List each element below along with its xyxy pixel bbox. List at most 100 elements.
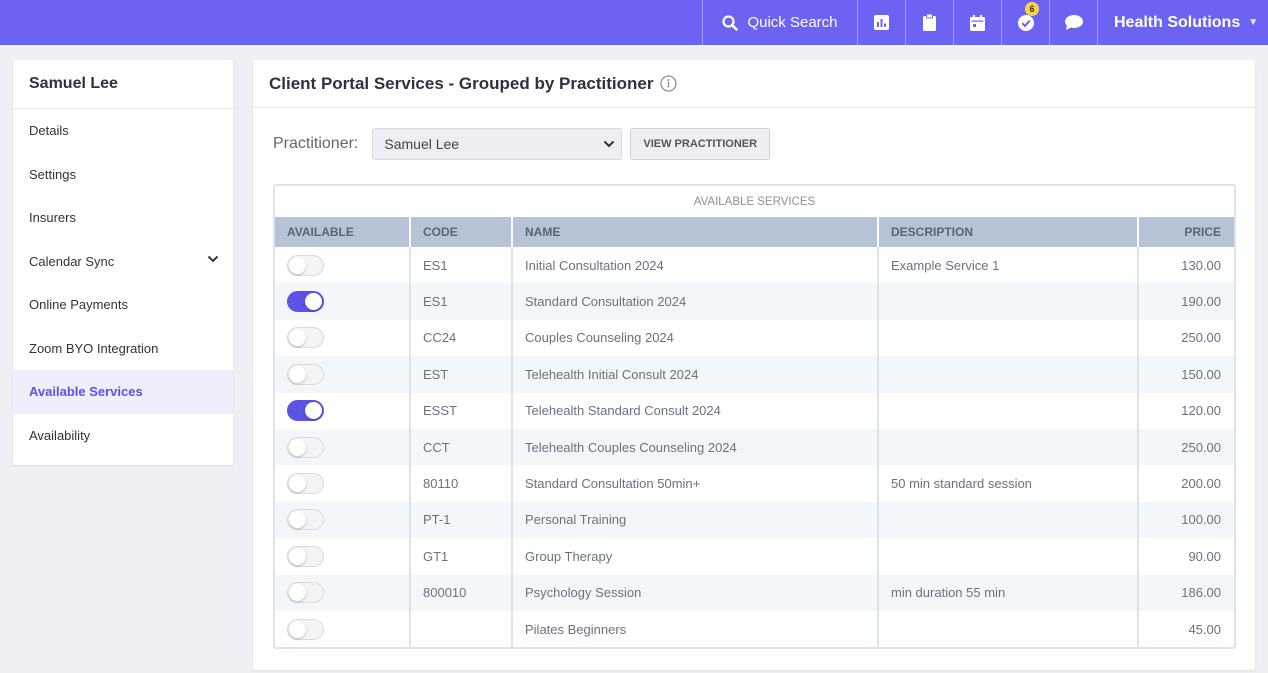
toggle-knob (289, 511, 306, 529)
available-cell (275, 501, 411, 539)
code-cell: CC24 (410, 319, 513, 357)
notifications-button[interactable]: 6 (1001, 0, 1049, 45)
available-toggle[interactable] (287, 618, 324, 640)
available-cell (275, 283, 411, 320)
toggle-knob (305, 402, 322, 420)
toggle-knob (289, 256, 306, 274)
code-cell: 80110 (410, 465, 513, 502)
column-header-name[interactable]: NAME (512, 217, 879, 247)
available-toggle[interactable] (287, 363, 324, 385)
column-header-price[interactable]: PRICE (1138, 217, 1234, 247)
practitioner-filter: Practitioner: Samuel Lee VIEW PRACTITION… (273, 128, 771, 160)
reports-button[interactable] (857, 0, 905, 45)
code-cell: PT-1 (410, 501, 513, 539)
messages-button[interactable] (1049, 0, 1097, 45)
calendar-button[interactable] (953, 0, 1001, 45)
info-icon[interactable] (659, 75, 677, 92)
sidebar-item-settings[interactable]: Settings (13, 153, 233, 197)
name-cell: Psychology Session (512, 574, 879, 611)
quick-search-label: Quick Search (747, 14, 838, 31)
column-header-code[interactable]: CODE (410, 217, 513, 247)
sidebar-item-label: Details (29, 123, 69, 139)
price-cell: 250.00 (1181, 330, 1221, 346)
sidebar-item-insurers[interactable]: Insurers (13, 196, 233, 240)
sidebar-item-availability[interactable]: Availability (13, 414, 233, 458)
available-cell (275, 428, 411, 466)
available-cell (275, 319, 411, 357)
organization-dropdown[interactable]: Health Solutions ▼ (1097, 0, 1268, 45)
sidebar-item-details[interactable]: Details (13, 109, 233, 153)
table-title: AVAILABLE SERVICES (693, 195, 816, 208)
practitioner-sidebar: Samuel Lee Details Settings Insurers Cal… (13, 60, 233, 465)
toggle-knob (305, 293, 322, 311)
available-toggle[interactable] (287, 545, 324, 567)
page-title: Client Portal Services - Grouped by Prac… (269, 73, 654, 93)
available-toggle[interactable] (287, 582, 324, 604)
sidebar-item-available-services[interactable]: Available Services (13, 370, 233, 414)
check-circle-icon (1017, 14, 1034, 31)
toggle-knob (289, 475, 306, 493)
available-toggle[interactable] (287, 291, 324, 313)
practitioner-select-value: Samuel Lee (384, 136, 460, 152)
price-cell: 150.00 (1138, 356, 1234, 393)
services-table: AVAILABLE CODE NAME DESCRIPTION PRICE ES… (275, 217, 1234, 648)
price-cell: 130.00 (1181, 257, 1221, 273)
toggle-knob (289, 547, 306, 565)
chevron-down-icon (207, 255, 219, 262)
table-row: Pilates Beginners 45.00 (275, 610, 1234, 648)
table-row: GT1 Group Therapy 90.00 (275, 538, 1234, 575)
available-toggle[interactable] (287, 436, 324, 458)
price-cell: 120.00 (1181, 403, 1221, 419)
table-row: ES1 Standard Consultation 2024 190.00 (275, 283, 1234, 320)
description-cell (878, 319, 1139, 357)
code-cell: ESST (410, 392, 513, 429)
sidebar-item-label: Online Payments (29, 297, 128, 313)
practitioner-select[interactable]: Samuel Lee (372, 128, 623, 160)
quick-search-button[interactable]: Quick Search (702, 0, 857, 45)
column-header-description[interactable]: DESCRIPTION (878, 217, 1139, 247)
available-toggle[interactable] (287, 473, 324, 495)
toggle-knob (289, 365, 306, 383)
organization-label: Health Solutions (1114, 13, 1241, 31)
name-cell: Standard Consultation 50min+ (512, 465, 879, 502)
tasks-button[interactable] (905, 0, 953, 45)
available-toggle[interactable] (287, 400, 324, 422)
chevron-down-icon (604, 140, 615, 148)
name-cell: Standard Consultation 2024 (512, 283, 879, 320)
sidebar-item-label: Available Services (29, 384, 143, 400)
name-cell: Telehealth Standard Consult 2024 (512, 392, 879, 429)
services-panel: Client Portal Services - Grouped by Prac… (253, 60, 1255, 670)
description-cell (878, 356, 1139, 393)
description-cell (878, 538, 1139, 575)
price-cell: 45.00 (1188, 621, 1221, 637)
available-toggle[interactable] (287, 254, 324, 276)
code-cell: EST (410, 356, 513, 393)
table-row: CCT Telehealth Couples Counseling 2024 250… (275, 428, 1234, 466)
view-practitioner-button[interactable]: VIEW PRACTITIONER (630, 128, 771, 160)
available-services-table: AVAILABLE SERVICES AVAILABLE CODE NAME D… (273, 184, 1236, 650)
available-toggle[interactable] (287, 509, 324, 531)
table-header-row: AVAILABLE CODE NAME DESCRIPTION PRICE (275, 217, 1234, 247)
code-cell: CCT (410, 428, 513, 466)
description-cell: Example Service 1 (878, 247, 1139, 284)
sidebar-item-zoom-byo-integration[interactable]: Zoom BYO Integration (13, 327, 233, 371)
sidebar-item-calendar-sync[interactable]: Calendar Sync (13, 240, 233, 284)
toggle-knob (289, 584, 306, 602)
name-cell: Couples Counseling 2024 (512, 319, 879, 357)
sidebar-item-online-payments[interactable]: Online Payments (13, 283, 233, 327)
notification-count-badge: 6 (1025, 2, 1039, 16)
name-cell: Personal Training (512, 501, 879, 539)
column-header-available[interactable]: AVAILABLE (275, 217, 411, 247)
toggle-knob (289, 329, 306, 347)
table-row: 800010 Psychology Session min duration 55 … (275, 574, 1234, 611)
table-row: EST Telehealth Initial Consult 2024 150.00 (275, 356, 1234, 393)
sidebar-item-label: Availability (29, 427, 91, 443)
code-cell: GT1 (410, 538, 513, 575)
code-cell: ES1 (410, 283, 513, 320)
sidebar-item-label: Calendar Sync (29, 253, 115, 269)
panel-header: Client Portal Services - Grouped by Prac… (253, 60, 1255, 108)
code-cell: ES1 (410, 247, 513, 284)
description-cell (878, 392, 1139, 429)
available-toggle[interactable] (287, 327, 324, 349)
sidebar-item-label: Zoom BYO Integration (29, 340, 159, 356)
